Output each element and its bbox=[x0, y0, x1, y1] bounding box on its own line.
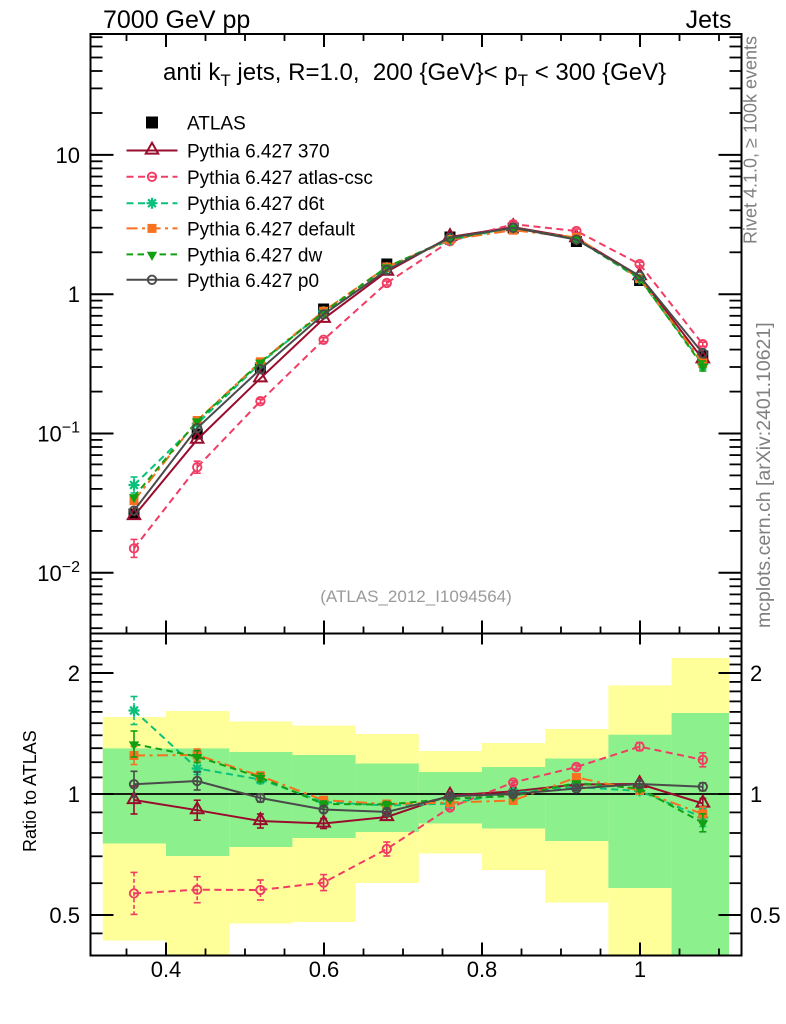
svg-text:7000 GeV pp: 7000 GeV pp bbox=[103, 6, 250, 34]
svg-text:0.4: 0.4 bbox=[151, 957, 182, 982]
svg-text:0.6: 0.6 bbox=[309, 957, 340, 982]
svg-text:2: 2 bbox=[68, 661, 80, 686]
svg-text:0.8: 0.8 bbox=[467, 957, 498, 982]
svg-text:Pythia 6.427 atlas-csc: Pythia 6.427 atlas-csc bbox=[187, 168, 373, 189]
svg-text:2: 2 bbox=[750, 661, 762, 686]
svg-text:mcplots.cern.ch [arXiv:2401.10: mcplots.cern.ch [arXiv:2401.10621] bbox=[753, 322, 775, 628]
svg-text:1: 1 bbox=[750, 782, 762, 807]
svg-text:Pythia 6.427 p0: Pythia 6.427 p0 bbox=[187, 271, 319, 292]
svg-text:(ATLAS_2012_I1094564): (ATLAS_2012_I1094564) bbox=[320, 587, 512, 606]
svg-text:0.5: 0.5 bbox=[750, 903, 781, 928]
svg-text:Pythia 6.427 370: Pythia 6.427 370 bbox=[187, 142, 330, 163]
svg-text:Rivet 4.1.0, ≥ 100k events: Rivet 4.1.0, ≥ 100k events bbox=[741, 36, 761, 244]
svg-text:Pythia 6.427 default: Pythia 6.427 default bbox=[187, 219, 356, 240]
svg-text:1: 1 bbox=[68, 782, 80, 807]
svg-text:Ratio to ATLAS: Ratio to ATLAS bbox=[20, 730, 40, 852]
svg-text:10: 10 bbox=[56, 143, 80, 168]
svg-text:0.5: 0.5 bbox=[49, 903, 80, 928]
svg-text:1: 1 bbox=[68, 282, 80, 307]
svg-text:ATLAS: ATLAS bbox=[187, 114, 246, 135]
svg-text:Jets: Jets bbox=[686, 6, 732, 34]
svg-text:anti kT jets, R=1.0, 200 {GeV: anti kT jets, R=1.0, 200 {GeV}< pT < 300… bbox=[163, 59, 666, 90]
svg-text:Pythia 6.427 dw: Pythia 6.427 dw bbox=[187, 245, 322, 266]
svg-text:1: 1 bbox=[634, 957, 646, 982]
svg-text:Pythia 6.427 d6t: Pythia 6.427 d6t bbox=[187, 194, 325, 215]
